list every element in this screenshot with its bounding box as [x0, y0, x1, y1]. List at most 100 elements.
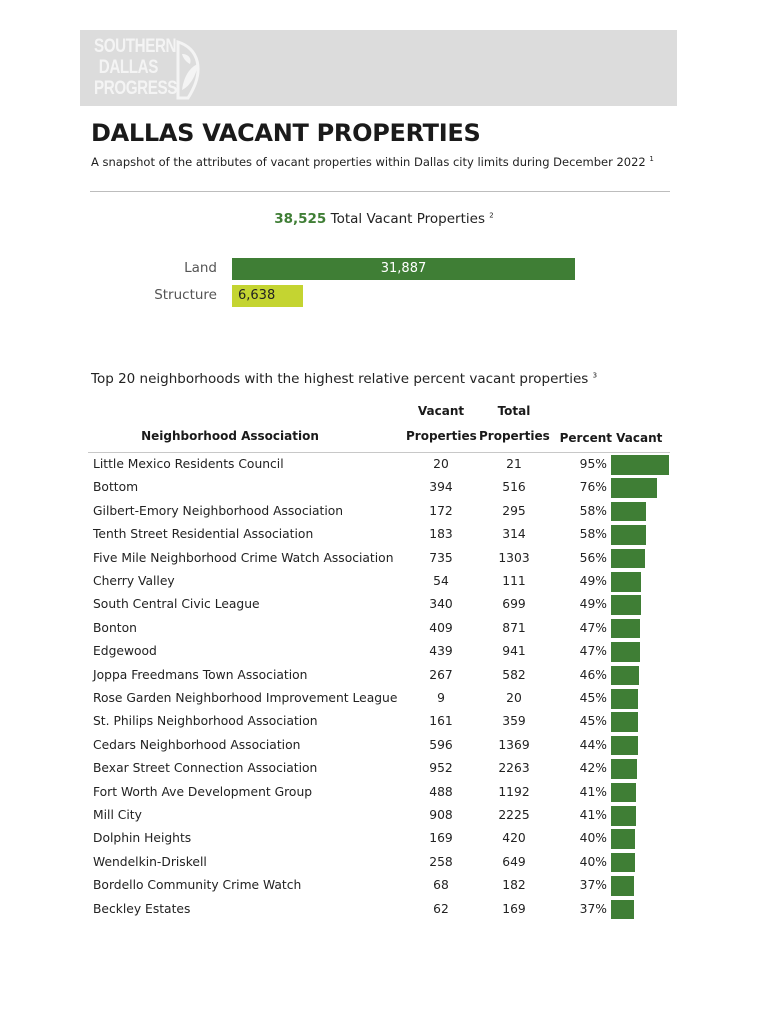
percent-vacant: 58%: [579, 527, 607, 542]
table-row: Bottom 394 516 76%: [0, 476, 768, 499]
table-row: Beckley Estates 62 169 37%: [0, 898, 768, 921]
total-count: 699: [502, 597, 526, 612]
percent-vacant: 37%: [579, 901, 607, 916]
vacant-count: 409: [429, 620, 453, 635]
percent-bar: [611, 572, 641, 592]
percent-vacant: 49%: [579, 597, 607, 612]
table-row: Little Mexico Residents Council 20 21 95%: [0, 453, 768, 476]
vacant-count: 952: [429, 761, 453, 776]
header-divider: [88, 452, 670, 453]
total-count: 420: [502, 831, 526, 846]
percent-bar: [611, 478, 658, 498]
table-row: Five Mile Neighborhood Crime Watch Assoc…: [0, 547, 768, 570]
header-banner: SOUTHERN DALLAS PROGRESS: [80, 30, 677, 106]
bar-structure: 6,638: [232, 285, 304, 307]
bar-value-land: 31,887: [380, 261, 427, 276]
header-total-line1: Total: [497, 404, 531, 418]
header-vacant-line2: Properties: [406, 429, 477, 443]
percent-bar: [611, 642, 640, 662]
bar-value-structure: 6,638: [238, 288, 276, 303]
page-title: DALLAS VACANT PROPERTIES: [91, 119, 481, 147]
percent-vacant: 45%: [579, 714, 607, 729]
neighborhood-name: Joppa Freedmans Town Association: [93, 667, 308, 682]
header-vacant-line1: Vacant: [417, 404, 465, 418]
percent-bar: [611, 759, 637, 779]
table-row: St. Philips Neighborhood Association 161 3…: [0, 710, 768, 733]
neighborhood-name: Cedars Neighborhood Association: [93, 737, 301, 752]
vacant-count: 169: [429, 831, 453, 846]
percent-bar: [611, 899, 634, 920]
total-count: 1192: [498, 784, 530, 799]
neighborhood-name: Five Mile Neighborhood Crime Watch Assoc…: [93, 550, 394, 565]
percent-vacant: 47%: [579, 644, 607, 659]
table-row: Rose Garden Neighborhood Improvement Lea…: [0, 687, 768, 710]
percent-vacant: 56%: [579, 550, 607, 565]
vacant-count: 258: [429, 854, 453, 869]
neighborhood-name: Bottom: [93, 480, 139, 495]
table-row: Tenth Street Residential Association 183 3…: [0, 523, 768, 546]
neighborhood-name: Beckley Estates: [93, 901, 191, 916]
total-label: Total Vacant Properties: [330, 211, 485, 227]
neighborhood-name: Wendelkin-Driskell: [93, 854, 207, 869]
percent-vacant: 41%: [579, 784, 607, 799]
total-count: 111: [502, 574, 526, 588]
footnote-marker: 3: [592, 371, 598, 380]
table-row: Bexar Street Connection Association 952 22…: [0, 757, 768, 780]
neighborhood-name: Fort Worth Ave Development Group: [93, 784, 313, 799]
total-count: 169: [502, 901, 526, 916]
bar-label-structure: Structure: [154, 287, 217, 303]
percent-vacant: 49%: [579, 574, 607, 588]
table-row: Dolphin Heights 169 420 40%: [0, 827, 768, 850]
vacant-count: 488: [429, 784, 453, 799]
neighborhood-name: Bexar Street Connection Association: [93, 761, 318, 776]
percent-bar: [611, 525, 647, 545]
neighborhood-name: Little Mexico Residents Council: [93, 457, 284, 471]
table-row: Cherry Valley 54 111 49%: [0, 570, 768, 593]
neighborhood-name: Bordello Community Crime Watch: [93, 878, 302, 893]
table-row: Mill City 908 2225 41%: [0, 804, 768, 827]
total-count: 871: [502, 620, 526, 635]
header-neighborhood: Neighborhood Association: [141, 429, 319, 443]
total-count: 314: [502, 527, 526, 542]
neighborhood-name: Tenth Street Residential Association: [93, 527, 314, 542]
vacant-count: 340: [429, 597, 453, 612]
vacant-count: 596: [429, 737, 453, 752]
total-count: 21: [506, 457, 522, 471]
bar-label-land: Land: [184, 260, 217, 276]
percent-vacant: 44%: [579, 737, 607, 752]
percent-vacant: 40%: [579, 854, 607, 869]
vacant-count: 161: [429, 714, 453, 729]
total-count: 1369: [498, 737, 530, 752]
percent-bar: [611, 806, 636, 826]
percent-vacant: 47%: [579, 620, 607, 635]
percent-bar: [611, 455, 669, 475]
percent-vacant: 42%: [579, 761, 607, 776]
vacant-count: 20: [433, 457, 449, 471]
southern-dallas-progress-logo: SOUTHERN DALLAS PROGRESS: [94, 36, 214, 100]
table-title: Top 20 neighborhoods with the highest re…: [91, 371, 598, 387]
neighborhood-name: Gilbert-Emory Neighborhood Association: [93, 503, 344, 518]
vacant-count: 439: [429, 644, 453, 659]
vacant-count: 62: [433, 901, 449, 916]
vacant-count: 54: [433, 574, 449, 588]
neighborhood-name: Bonton: [93, 620, 137, 635]
total-count: 649: [502, 854, 526, 869]
percent-vacant: 37%: [579, 878, 607, 893]
total-count: 941: [502, 644, 526, 659]
percent-bar: [611, 712, 639, 732]
percent-bar: [611, 548, 646, 569]
footnote-marker: 1: [649, 155, 654, 164]
subtitle: A snapshot of the attributes of vacant p…: [91, 155, 654, 169]
neighborhood-name: Dolphin Heights: [93, 831, 192, 846]
vacant-count: 9: [437, 691, 445, 705]
neighborhood-name: Mill City: [93, 808, 142, 822]
percent-bar: [611, 782, 636, 803]
percent-bar: [611, 876, 634, 896]
vacant-count: 172: [429, 503, 453, 518]
total-count: 582: [502, 667, 526, 682]
percent-vacant: 46%: [579, 667, 607, 682]
percent-vacant: 76%: [579, 480, 607, 495]
total-count: 2263: [498, 761, 530, 776]
percent-bar: [611, 735, 638, 756]
percent-bar: [611, 689, 639, 709]
